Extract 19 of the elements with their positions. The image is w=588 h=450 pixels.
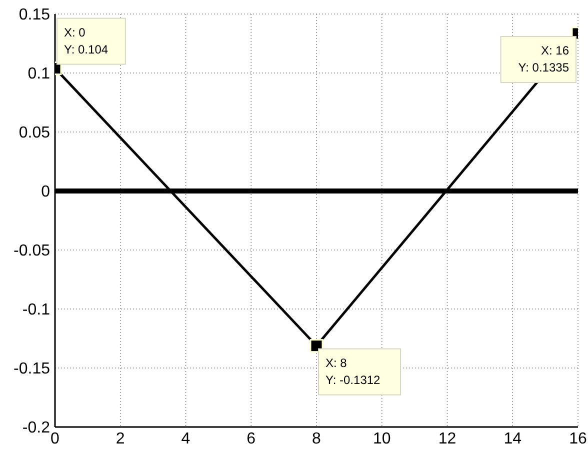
x-tick-label: 16 [569,430,587,448]
y-tick-label: -0.2 [22,420,50,437]
y-tick-label: 0.05 [18,124,50,142]
y-tick-label: -0.15 [14,360,50,378]
x-tick-label: 8 [312,430,322,448]
y-tick-label: 0.1 [28,66,50,83]
y-tick-label: -0.1 [22,302,50,319]
x-tick-label: 10 [372,430,391,448]
y-tick-label: 0 [41,184,50,201]
x-tick-label: 2 [116,430,125,448]
x-tick-label: 12 [438,430,456,448]
annotation: X: 0 Y: 0.104 [64,25,108,56]
x-tick-label: 6 [246,430,256,448]
x-tick-label: 4 [181,430,190,448]
y-tick-label: -0.05 [14,242,50,260]
annotation: X: 8 Y: -0.1312 [326,356,381,387]
annotation: X: 16 Y: 0.1335 [518,43,570,74]
y-tick-label: 0.15 [18,6,50,24]
x-tick-label: 14 [504,430,522,448]
